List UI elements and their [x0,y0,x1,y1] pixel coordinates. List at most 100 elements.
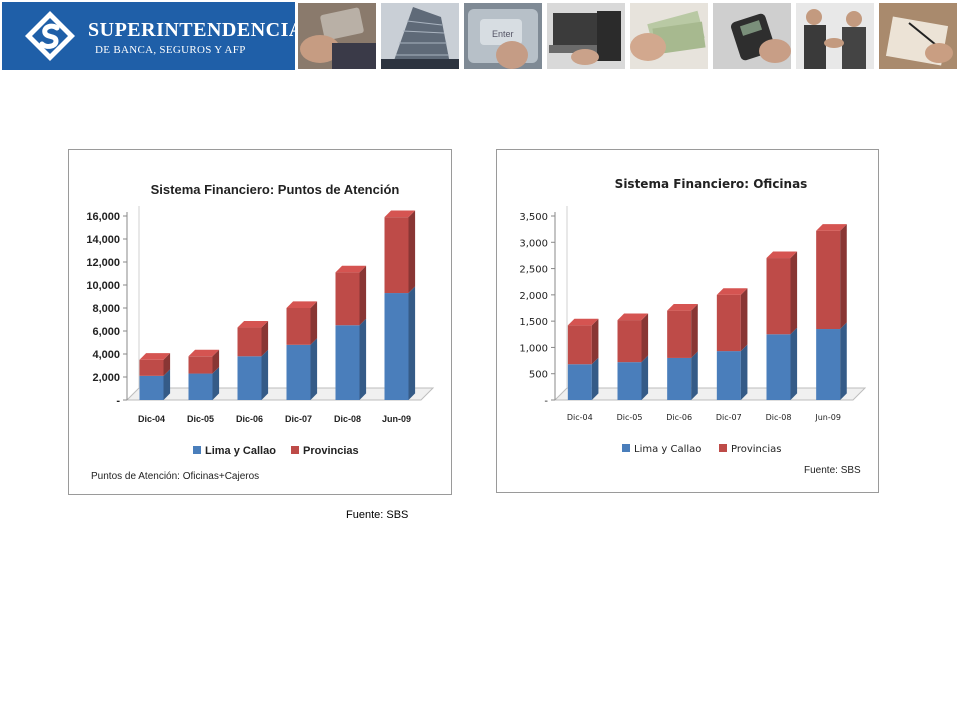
bar-lima-callao [716,351,741,400]
bar-lima-callao-side [261,349,269,400]
bar-provincias-top [816,224,847,231]
bar-provincias [816,230,841,330]
legend-swatch [719,444,727,452]
photo-cash [630,3,708,69]
bar-lima-callao [139,375,164,400]
bar-lima-callao [237,356,262,400]
bar-lima-callao-side [359,318,367,400]
bar-provincias-side [790,251,798,335]
legend-label: Lima y Callao [634,444,701,455]
y-tick-label: 14,000 [86,234,120,246]
x-tick-label: Dic-06 [666,413,692,422]
bar-provincias [335,272,360,326]
bar-provincias [567,325,592,365]
bar-provincias-side [591,318,599,365]
chart-note: Puntos de Atención: Oficinas+Cajeros [91,471,260,482]
chart-source-note: Fuente: SBS [804,465,861,476]
bar-provincias [716,294,741,352]
x-tick-label: Dic-08 [334,414,361,424]
y-tick-label: 8,000 [92,303,120,315]
y-tick-label: 3,500 [519,212,548,223]
sbs-diamond-icon [25,11,75,61]
x-tick-label: Dic-07 [285,414,312,424]
bar-lima-callao-side [641,355,649,400]
y-tick-label: 6,000 [92,326,120,338]
x-tick-label: Dic-04 [138,414,165,424]
bar-provincias [286,308,311,345]
x-tick-label: Dic-08 [766,413,792,422]
bar-provincias-side [691,304,698,358]
x-tick-label: Dic-04 [567,413,593,422]
y-tick-label: 3,000 [519,238,548,249]
legend-swatch [291,446,299,454]
x-tick-label: Dic-05 [617,413,643,422]
bar-lima-callao-side [408,286,416,400]
photo-building [381,3,459,69]
x-tick-label: Dic-06 [236,414,263,424]
bar-lima-callao-side [691,351,698,400]
bar-lima-callao [567,364,592,400]
bar-provincias [237,327,262,357]
bar-provincias [766,258,791,335]
bar-provincias-side [840,224,847,330]
sbs-logo[interactable]: SUPERINTENDENCIA DE BANCA, SEGUROS Y AFP [2,2,303,70]
y-tick-label: - [544,396,548,407]
legend-swatch [193,446,201,454]
bar-lima-callao-side [790,327,798,400]
bar-lima-callao [766,334,791,400]
bar-provincias-side [359,265,367,326]
y-tick-label: 4,000 [92,349,120,361]
bar-lima-callao [667,357,692,400]
bar-provincias-top [384,210,416,218]
bar-provincias-side [163,353,171,376]
bar-provincias-top [237,320,269,328]
bar-provincias-side [740,288,748,352]
bar-provincias-top [188,349,220,357]
chart-title: Sistema Financiero: Oficinas [615,177,808,191]
page-source: Fuente: SBS [346,509,409,521]
bar-provincias-side [641,313,649,363]
legend-label: Provincias [303,445,359,457]
chart-puntos-atencion: Sistema Financiero: Puntos de Atención - 2… [68,149,452,495]
header-banner: SUPERINTENDENCIA DE BANCA, SEGUROS Y AFP… [0,0,960,72]
x-tick-label: Jun-09 [382,414,411,424]
y-tick-label: 2,500 [519,265,548,276]
bar-provincias-top [286,301,318,308]
bar-provincias [617,320,642,363]
y-tick-label: 2,000 [92,372,120,384]
bar-lima-callao-side [310,338,318,400]
x-tick-label: Jun-09 [814,413,841,422]
bar-lima-callao [384,293,409,400]
photo-keyboard-enter: Enter [464,3,542,69]
legend-swatch [622,444,630,452]
bar-provincias-top [716,288,748,295]
bar-provincias [667,310,692,358]
bar-provincias-side [408,210,416,294]
bar-provincias-side [261,320,269,357]
bar-provincias-top [139,353,171,360]
bar-lima-callao [188,373,213,400]
bar-lima-callao [617,362,642,400]
bar-lima-callao [286,344,311,400]
bar-lima-callao [816,329,841,400]
bar-provincias [188,356,213,374]
photo-credit-card [298,3,376,69]
y-tick-label: 12,000 [86,257,120,269]
legend-label: Lima y Callao [205,445,276,457]
y-tick-label: 16,000 [86,211,120,223]
bar-provincias-top [617,313,649,321]
chart-puntos-atencion-svg: Sistema Financiero: Puntos de Atención - 2… [86,182,435,457]
bar-provincias-top [335,265,367,273]
photo-card-terminal [713,3,791,69]
bar-provincias-side [310,301,318,345]
bar-provincias-top [567,318,599,326]
bar-provincias-top [766,251,798,259]
bar-provincias-top [667,304,698,311]
bar-provincias-side [212,349,220,374]
y-tick-label: - [116,395,120,407]
photo-signing [879,3,957,69]
bar-lima-callao-side [212,366,220,400]
logo-subtitle: DE BANCA, SEGUROS Y AFP [95,44,246,56]
legend-label: Provincias [731,444,782,455]
y-tick-label: 2,000 [519,291,548,302]
